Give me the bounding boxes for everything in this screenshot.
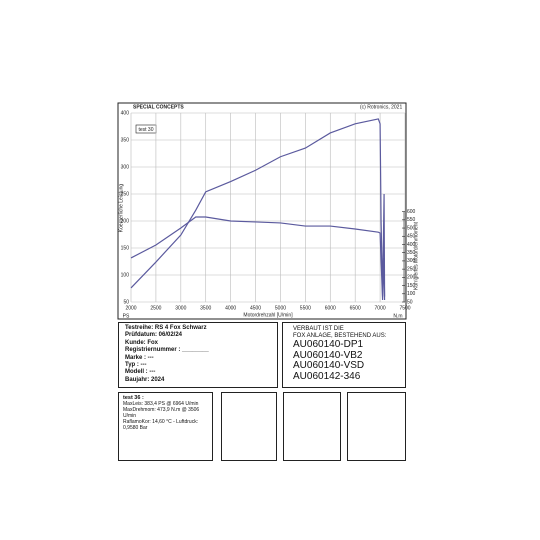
info-line: Registriernummer : ________ [125, 347, 209, 354]
x-tick-label: 5000 [275, 305, 286, 311]
info-line: Marke : --- [125, 354, 154, 361]
chart-title: SPECIAL CONCEPTS [133, 104, 184, 110]
y2-tick-label: 200 [407, 275, 416, 281]
info-line: Kunde: Fox [125, 339, 158, 346]
x-tick-label: 3000 [175, 305, 186, 311]
y-unit: PS [123, 313, 130, 319]
results-title: test 36 : [123, 395, 144, 401]
y2-axis-label: Korrigiertes Motordrehmoment [413, 221, 419, 289]
empty-box [221, 392, 277, 461]
y-tick-label: 150 [121, 245, 130, 251]
x-tick-label: 6500 [350, 305, 361, 311]
part-code: AU060140-VB2 [293, 349, 363, 361]
x-axis-label: Motordrehzahl [U/min] [243, 312, 293, 318]
chart-frame [117, 102, 407, 320]
part-code: AU060140-DP1 [293, 339, 364, 350]
y-tick-label: 250 [121, 191, 130, 197]
y-tick-label: 50 [123, 299, 129, 305]
x-tick-label: 3500 [200, 305, 211, 311]
results-line: MaxLeis: 383,4 PS @ 6964 U/min [123, 401, 199, 407]
y-tick-label: 400 [121, 110, 130, 116]
results-line: RaflamoKor: 14,60 °C - Luftdruck: 0,9580… [123, 419, 199, 431]
y2-tick-label: 550 [407, 217, 416, 223]
y2-tick-label: 400 [407, 242, 416, 248]
y-tick-label: 350 [121, 137, 130, 143]
part-code: AU060140-VSD [293, 360, 365, 371]
y-tick-label: 100 [121, 272, 130, 278]
x-tick-label: 7000 [375, 305, 386, 311]
x-tick-label: 5500 [300, 305, 311, 311]
info-box: Testreihe: RS 4 Fox Schwarz Prüfdatum: 06… [118, 322, 278, 388]
y2-unit: N.m [393, 313, 402, 319]
y2-tick-label: 300 [407, 258, 416, 264]
fitment-heading: FOX ANLAGE, BESTEHEND AUS: [293, 333, 387, 339]
y2-tick-label: 600 [407, 209, 416, 215]
y-tick-label: 200 [121, 218, 130, 224]
y2-tick-label: 250 [407, 266, 416, 272]
info-line: Modell : --- [125, 369, 156, 376]
y-axis-label: Koerperliche Leistung [118, 184, 124, 233]
y2-tick-label: 50 [407, 299, 413, 305]
x-tick-label: 4500 [250, 305, 261, 311]
part-code: AU060142-346 [293, 370, 361, 382]
copyright: (c) Rotronics, 2021 [360, 104, 402, 110]
badge: test 30 [138, 127, 153, 133]
fitment-heading: VERBAUT IST DIE [293, 326, 344, 332]
x-tick-label: 6000 [325, 305, 336, 311]
y2-tick-label: 450 [407, 234, 416, 240]
series-line [130, 118, 386, 297]
y2-tick-label: 150 [407, 283, 416, 289]
results-box: test 36 : MaxLeis: 383,4 PS @ 6964 U/min M… [118, 392, 213, 461]
y-tick-label: 300 [121, 164, 130, 170]
x-tick-label: 4000 [225, 305, 236, 311]
empty-box [283, 392, 341, 461]
empty-box [347, 392, 406, 461]
info-line: Testreihe: RS 4 Fox Schwarz [125, 325, 207, 331]
info-line: Baujahr: 2024 [125, 376, 165, 383]
x-tick-label: 2500 [150, 305, 161, 311]
y2-tick-label: 500 [407, 225, 416, 231]
fitment-box: VERBAUT IST DIE FOX ANLAGE, BESTEHEND AUS… [282, 322, 406, 388]
series-line [130, 216, 386, 301]
info-line: Prüfdatum: 06/02/24 [125, 332, 183, 339]
y2-tick-label: 100 [407, 291, 416, 297]
info-line: Typ : --- [125, 362, 147, 369]
y2-tick-label: 350 [407, 250, 416, 256]
results-line: MaxDrehmom: 473,9 N.m @ 3506 U/min [123, 407, 200, 419]
x-tick-label: 2000 [125, 305, 136, 311]
x-tick-label: 7500 [399, 305, 410, 311]
